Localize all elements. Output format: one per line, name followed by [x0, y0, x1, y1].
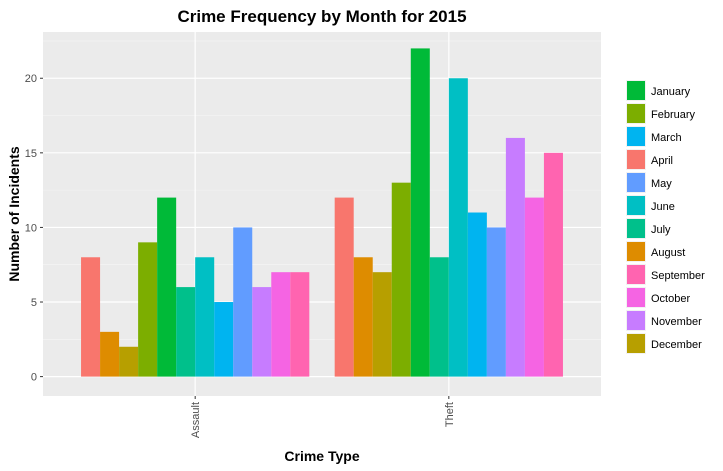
bar-theft-april [334, 197, 354, 377]
x-axis-title: Crime Type [284, 448, 359, 464]
legend-swatch-march [627, 127, 645, 146]
bar-theft-december [372, 272, 392, 377]
legend-label-july: July [651, 224, 671, 236]
bar-assault-july [176, 287, 196, 377]
x-tick-label: Assault [190, 402, 202, 438]
legend-label-january: January [651, 86, 691, 98]
bar-assault-april [81, 257, 101, 377]
y-tick-label: 0 [31, 372, 37, 384]
legend-swatch-august [627, 242, 645, 261]
bar-assault-september [290, 272, 310, 377]
bar-assault-august [100, 331, 120, 377]
legend-swatch-june [627, 196, 645, 215]
bar-theft-february [391, 182, 411, 377]
legend-swatch-may [627, 173, 645, 192]
legend-label-december: December [651, 339, 702, 351]
y-tick-label: 20 [25, 73, 37, 85]
legend-swatch-december [627, 334, 645, 353]
legend-swatch-january [627, 81, 645, 100]
legend-swatch-october [627, 288, 645, 307]
x-axis-ticks: Assault Theft [190, 396, 456, 438]
legend-label-august: August [651, 247, 685, 259]
bar-theft-september [543, 152, 563, 377]
bars [81, 48, 563, 377]
y-axis-ticks: 0 5 10 15 20 [25, 73, 43, 384]
legend-swatch-november [627, 311, 645, 330]
legend-swatch-july [627, 219, 645, 238]
bar-assault-february [138, 242, 158, 377]
bar-theft-july [429, 257, 449, 377]
legend-label-february: February [651, 109, 696, 121]
legend: January February March April May June July Augu… [626, 80, 705, 354]
y-tick-label: 10 [25, 222, 37, 234]
bar-assault-march [214, 302, 234, 377]
bar-assault-june [195, 257, 215, 377]
bar-theft-august [353, 257, 373, 377]
chart-title: Crime Frequency by Month for 2015 [177, 7, 466, 26]
bar-theft-june [448, 78, 468, 377]
legend-swatch-september [627, 265, 645, 284]
legend-label-september: September [651, 270, 705, 282]
y-axis-title: Number of Incidents [6, 146, 22, 282]
bar-assault-january [157, 197, 177, 377]
legend-label-november: November [651, 316, 702, 328]
bar-theft-may [486, 227, 506, 377]
legend-label-march: March [651, 132, 682, 144]
legend-label-april: April [651, 155, 673, 167]
legend-swatch-april [627, 150, 645, 169]
legend-label-may: May [651, 178, 672, 190]
bar-assault-october [271, 272, 291, 377]
bar-theft-october [524, 197, 544, 377]
bar-theft-january [410, 48, 430, 377]
y-tick-label: 15 [25, 148, 37, 160]
bar-assault-december [119, 346, 139, 377]
bar-theft-march [467, 212, 487, 377]
y-tick-label: 5 [31, 297, 37, 309]
legend-label-june: June [651, 201, 675, 213]
bar-theft-november [505, 137, 525, 377]
bar-assault-november [252, 287, 272, 377]
legend-swatch-february [627, 104, 645, 123]
legend-label-october: October [651, 293, 690, 305]
x-tick-label: Theft [444, 402, 456, 427]
bar-assault-may [233, 227, 253, 377]
